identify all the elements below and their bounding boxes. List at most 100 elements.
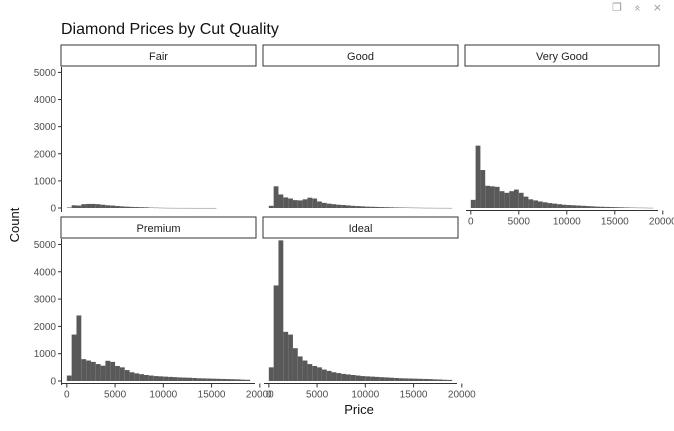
histogram-bar: [273, 285, 279, 381]
histogram-bar: [129, 372, 135, 381]
histogram-bar: [321, 202, 327, 208]
facet-strip: [262, 216, 459, 239]
histogram-bar: [197, 378, 202, 381]
histogram-bar: [595, 206, 601, 208]
histogram-bar: [81, 204, 87, 208]
x-tick-label: 0: [64, 390, 70, 401]
x-tick-label: 10000: [149, 390, 177, 401]
histogram-bar: [312, 198, 318, 208]
histogram-bar: [610, 207, 615, 208]
histogram-bar: [278, 194, 284, 208]
histogram-bar: [317, 201, 322, 208]
histogram-bar: [437, 379, 443, 381]
histogram-bar: [66, 375, 72, 381]
x-tick-label: 15000: [400, 390, 428, 401]
facet-strip: [60, 216, 257, 239]
histogram-bar: [90, 203, 96, 208]
histogram-bar: [168, 376, 173, 381]
histogram-bar: [201, 378, 207, 381]
histogram-bar: [350, 205, 356, 208]
histogram-bar: [119, 206, 125, 208]
histogram-bar: [350, 374, 356, 381]
y-tick-label: 4000: [34, 267, 57, 278]
histogram-bar: [389, 377, 395, 381]
histogram-bar: [346, 374, 351, 381]
y-tick-label: 1000: [34, 349, 57, 360]
histogram-bar: [576, 205, 582, 208]
x-tick-label: 20000: [448, 390, 476, 401]
histogram-bar: [110, 361, 116, 381]
histogram-bar: [365, 376, 371, 381]
histogram-bar: [418, 378, 424, 381]
histogram-bar: [432, 379, 438, 381]
histogram-bar: [552, 203, 558, 208]
histogram-bar: [447, 379, 453, 381]
histogram-bar: [374, 376, 380, 381]
histogram-bar: [600, 206, 606, 208]
close-icon[interactable]: ×: [652, 1, 662, 14]
histogram-bar: [115, 365, 120, 381]
histogram-bar: [129, 206, 135, 208]
histogram-bar: [399, 378, 404, 381]
histogram-bar: [139, 374, 145, 381]
x-tick-label: 5000: [306, 390, 329, 401]
x-tick-label: 20000: [649, 217, 674, 228]
histogram-bar: [542, 202, 548, 208]
histogram-bar: [470, 199, 476, 208]
histogram-bar: [283, 331, 289, 381]
histogram-bar: [134, 207, 140, 208]
histogram-bar: [81, 359, 87, 381]
histogram-bar: [76, 315, 82, 381]
histogram-bar: [590, 206, 596, 208]
histogram-bar: [331, 204, 337, 208]
facet-strip-label: Very Good: [536, 51, 588, 63]
histogram-bar: [394, 207, 400, 208]
histogram-bar: [365, 206, 371, 208]
histogram-bar: [177, 377, 183, 381]
histogram-bar: [533, 200, 538, 208]
histogram-bar: [297, 356, 303, 381]
histogram-bar: [139, 207, 145, 208]
x-tick-label: 0: [266, 390, 272, 401]
histogram-bar: [230, 379, 236, 381]
histogram-bar: [312, 365, 318, 381]
histogram-bar: [379, 377, 385, 381]
histogram-bar: [307, 364, 313, 381]
facet-panels: Fair 0 1000 2000 3000 4000 5000 Good Very Good 0 5…: [34, 44, 674, 401]
facet-strip-label: Ideal: [349, 223, 373, 235]
histogram-bar: [326, 370, 332, 381]
x-tick-label: 15000: [198, 390, 226, 401]
facet-strip: [464, 44, 660, 67]
histogram-bar: [100, 204, 106, 208]
histogram-bar: [518, 192, 524, 208]
x-tick-label: 15000: [601, 217, 629, 228]
histogram-bar: [624, 207, 630, 208]
histogram-bar: [153, 376, 159, 381]
histogram-bar: [360, 376, 366, 381]
copy-icon[interactable]: ❐: [612, 1, 623, 14]
facet-good: Good: [262, 44, 459, 209]
histogram-bar: [408, 378, 414, 381]
facet-strip-label: Premium: [136, 223, 180, 235]
histogram-bar: [86, 360, 91, 381]
facet-strip: [262, 44, 459, 67]
histogram-bar: [605, 206, 610, 208]
histogram-bar: [389, 207, 395, 208]
histogram-bar: [71, 205, 77, 208]
facet-premium: Premium 0 1000 2000 3000 4000 5000 0 5000 10000 15…: [34, 216, 274, 401]
histogram-bar: [182, 377, 188, 381]
histogram-bar: [163, 376, 169, 381]
histogram-bar: [341, 205, 347, 208]
y-tick-label: 0: [50, 204, 56, 215]
histogram-bar: [586, 206, 591, 208]
histogram-bar: [66, 207, 72, 208]
y-tick-label: 3000: [34, 295, 57, 306]
histogram-bar: [148, 375, 154, 381]
facet-strip-label: Good: [347, 51, 374, 63]
x-tick-label: 20000: [246, 390, 274, 401]
histogram-bar: [273, 186, 279, 208]
y-tick-label: 1000: [34, 176, 57, 187]
histogram-bar: [336, 373, 342, 381]
histogram-bar: [245, 379, 251, 381]
